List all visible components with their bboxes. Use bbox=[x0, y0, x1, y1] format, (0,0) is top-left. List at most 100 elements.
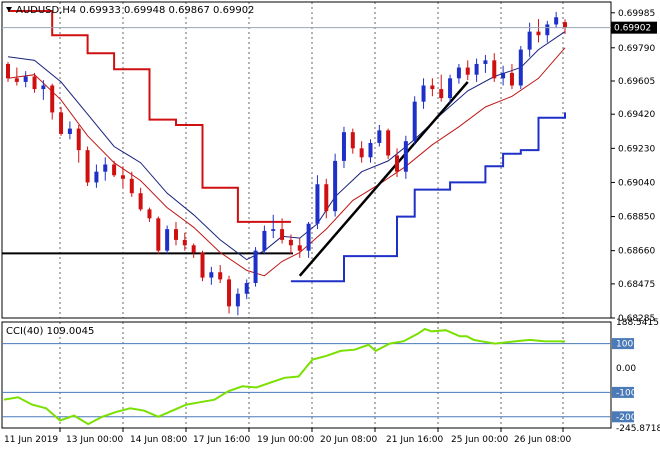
lower-channel-line bbox=[290, 112, 566, 283]
candle bbox=[165, 225, 170, 255]
time-tick-label: 19 Jun 00:00 bbox=[257, 435, 314, 445]
candle-body bbox=[191, 245, 196, 253]
candle-body bbox=[368, 142, 373, 158]
cci-tick-label: -200 bbox=[616, 413, 637, 423]
cci-tick-label: 188.5415 bbox=[616, 318, 659, 328]
candle-body bbox=[156, 218, 161, 251]
candle-body bbox=[173, 229, 178, 240]
moving-average-slow bbox=[7, 47, 566, 277]
candles bbox=[6, 11, 567, 316]
candle-body bbox=[138, 193, 143, 210]
cci-indicator-panel: 188.5415 100 0.00 -100 -200-245.8718 CCI(40)… bbox=[1, 318, 660, 434]
candle-body bbox=[227, 279, 232, 307]
candle-body bbox=[518, 49, 523, 86]
candle-body bbox=[563, 22, 567, 28]
candle bbox=[280, 218, 285, 244]
cci-axis: 188.5415 100 0.00 -100 -200-245.8718 bbox=[612, 318, 660, 434]
candle bbox=[518, 45, 523, 90]
candle-body bbox=[439, 89, 444, 99]
time-tick-label: 14 Jun 08:00 bbox=[130, 435, 187, 445]
price-tick-label: 0.69790 bbox=[618, 44, 655, 54]
candle bbox=[545, 20, 550, 43]
candle bbox=[341, 126, 346, 169]
price-tick-label: 0.68660 bbox=[618, 247, 655, 257]
price-tick-label: 0.69230 bbox=[618, 144, 655, 154]
candle bbox=[368, 139, 373, 163]
candle bbox=[262, 225, 267, 255]
candle-body bbox=[6, 63, 10, 79]
candle bbox=[430, 78, 435, 97]
cci-tick-label: -245.8718 bbox=[616, 424, 660, 434]
candle-body bbox=[448, 78, 453, 99]
current-price-box bbox=[611, 21, 657, 34]
candle-body bbox=[103, 164, 108, 172]
candle bbox=[324, 178, 329, 219]
candle bbox=[563, 19, 567, 34]
candle bbox=[41, 80, 46, 100]
candle bbox=[288, 234, 293, 255]
candle bbox=[218, 265, 223, 283]
price-tick-label: 0.69605 bbox=[618, 77, 655, 87]
current-price-label: 0.69902 bbox=[614, 24, 651, 34]
candle-body bbox=[271, 229, 276, 231]
candle bbox=[395, 148, 400, 178]
candle-body bbox=[280, 229, 285, 240]
candle-body bbox=[59, 112, 64, 134]
candle bbox=[94, 164, 99, 188]
cci-tick-label: 100 bbox=[616, 340, 633, 350]
main-panel-frame bbox=[1, 1, 612, 319]
main-price-panel: 0.69985 0.69790 0.69605 0.69420 0.69230 0.690… bbox=[1, 1, 657, 324]
candle-body bbox=[377, 130, 382, 143]
time-axis: 11 Jun 2019 13 Jun 00:00 14 Jun 08:00 17 Ju… bbox=[4, 428, 571, 445]
candle-body bbox=[218, 272, 223, 280]
candle bbox=[129, 171, 134, 197]
time-tick-label: 26 Jun 08:00 bbox=[514, 435, 571, 445]
price-tick-label: 0.68850 bbox=[618, 213, 655, 223]
candle bbox=[315, 175, 320, 230]
candle-body bbox=[412, 101, 417, 142]
candle bbox=[536, 19, 541, 43]
cci-level-box bbox=[612, 338, 634, 350]
cci-panel-frame bbox=[1, 321, 612, 429]
candle bbox=[403, 135, 408, 179]
candle-body bbox=[501, 72, 506, 79]
candle-body bbox=[297, 245, 302, 251]
candle bbox=[306, 221, 311, 258]
candle bbox=[377, 124, 382, 147]
time-tick-label: 17 Jun 16:00 bbox=[193, 435, 250, 445]
candle-body bbox=[386, 130, 391, 156]
candle-body bbox=[333, 160, 338, 212]
candle bbox=[50, 83, 55, 120]
candle bbox=[465, 60, 470, 81]
candle bbox=[253, 247, 258, 287]
candle-body bbox=[209, 272, 214, 278]
candle bbox=[120, 166, 125, 188]
upper-channel-line bbox=[8, 10, 291, 223]
candle-body bbox=[509, 72, 514, 86]
candle bbox=[297, 238, 302, 258]
candle-body bbox=[32, 76, 37, 90]
price-axis: 0.69985 0.69790 0.69605 0.69420 0.69230 0.690… bbox=[611, 9, 655, 324]
candle-body bbox=[76, 128, 81, 151]
candle-body bbox=[147, 209, 152, 219]
candle bbox=[191, 243, 196, 258]
collapse-triangle-icon[interactable] bbox=[6, 7, 12, 12]
candle bbox=[501, 65, 506, 86]
candle-body bbox=[50, 85, 55, 113]
candle bbox=[173, 221, 178, 246]
current-price-marker: 0.69902 bbox=[2, 21, 657, 34]
chart-title-text: AUDUSD,H4 0.69933 0.69948 0.69867 0.6990… bbox=[16, 5, 254, 16]
price-tick-label: 0.69985 bbox=[618, 9, 655, 19]
candle bbox=[112, 160, 117, 178]
candle bbox=[138, 187, 143, 212]
candle-body bbox=[14, 78, 19, 82]
chart-title: AUDUSD,H4 0.69933 0.69948 0.69867 0.6990… bbox=[6, 5, 254, 16]
price-tick-label: 0.69040 bbox=[618, 178, 655, 188]
candle-body bbox=[492, 60, 497, 79]
price-tick-label: 0.68285 bbox=[618, 314, 655, 324]
candle-body bbox=[288, 239, 293, 246]
candle-body bbox=[483, 60, 488, 64]
candle bbox=[474, 58, 479, 82]
candle bbox=[32, 72, 37, 93]
